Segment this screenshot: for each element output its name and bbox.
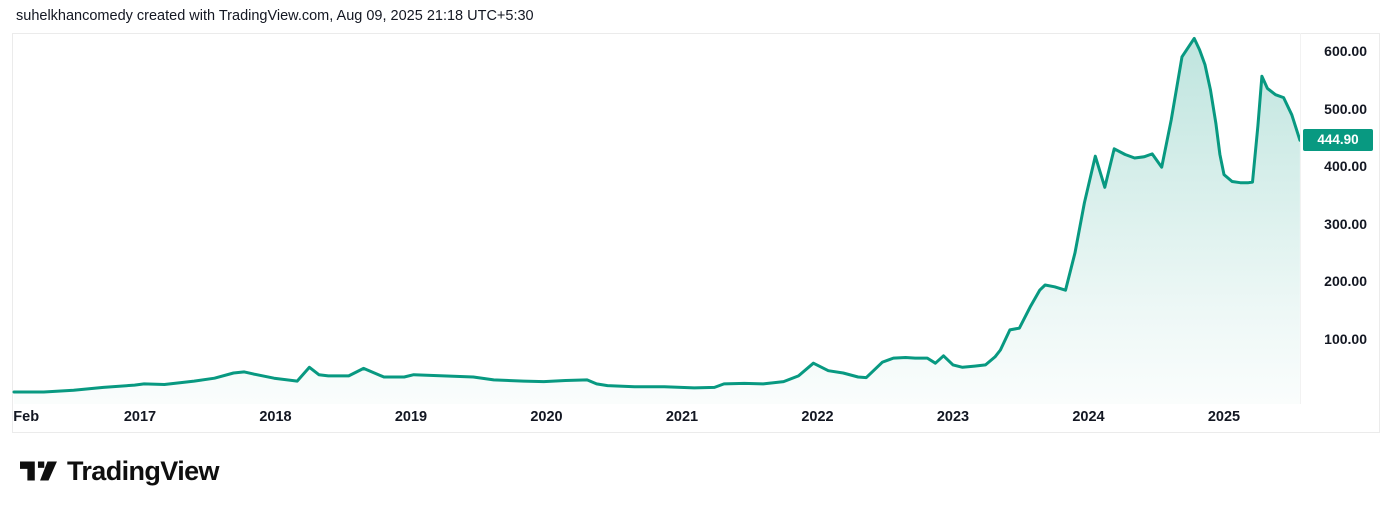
time-scale-label: 2020 [530, 409, 563, 425]
time-scale-label: 2024 [1072, 409, 1105, 425]
price-scale[interactable]: 600.00 500.00 400.00 300.00 200.00 100.00 [1300, 33, 1380, 404]
time-scale-label: 2021 [665, 409, 699, 425]
time-scale-label: 2019 [394, 409, 428, 425]
price-scale-label: 300.00 [1324, 215, 1367, 232]
price-scale-label: 400.00 [1324, 158, 1367, 174]
time-scale-label: 2022 [801, 409, 834, 425]
price-chart-canvas[interactable] [12, 33, 1300, 404]
time-scale-label: 2023 [936, 409, 970, 425]
footer-branding[interactable]: TradingView [20, 453, 220, 489]
tradingview-logo-icon [20, 461, 57, 481]
price-scale-label: 600.00 [1324, 43, 1367, 59]
price-scale-label: 500.00 [1324, 100, 1367, 117]
last-price-badge: 444.90 [1303, 129, 1373, 152]
price-scale-label: 100.00 [1324, 330, 1367, 347]
time-scale-label: 2018 [259, 409, 292, 425]
tradingview-logo-text: TradingView [67, 455, 220, 486]
price-line [12, 36, 1300, 394]
price-scale-label: 200.00 [1324, 273, 1367, 289]
time-scale-label: 2025 [1207, 409, 1241, 425]
price-area-fill [14, 38, 1300, 404]
time-scale-label: 2017 [123, 409, 157, 425]
time-scale[interactable]: Feb 2017 2018 2019 2020 2021 2022 2023 2024 2025 [12, 404, 1300, 433]
attribution-text: suhelkhancomedy created with TradingView… [16, 8, 534, 24]
time-scale-label: Feb [13, 409, 40, 425]
